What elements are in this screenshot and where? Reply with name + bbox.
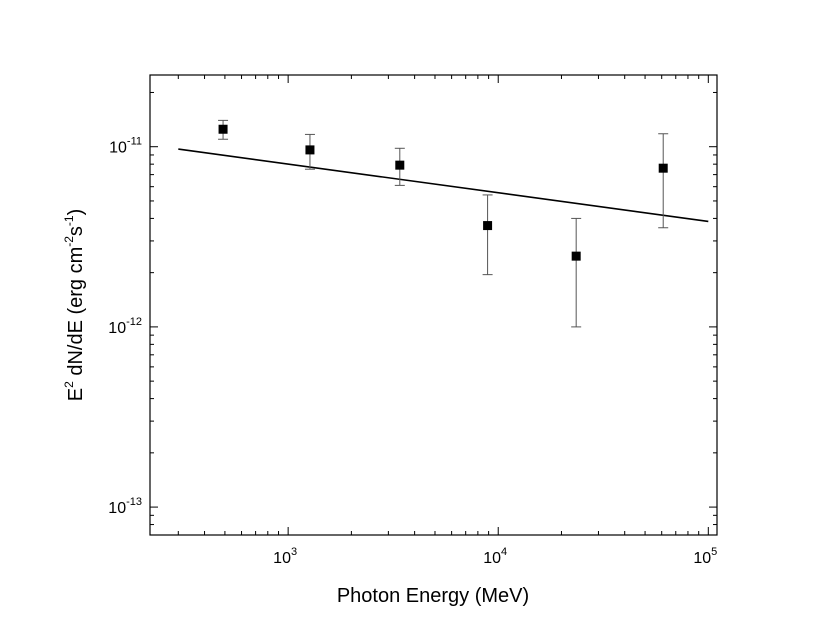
y-tick-label-base: 10 xyxy=(108,320,126,337)
x-tick-label-exp: 4 xyxy=(501,546,507,558)
x-tick-label-exp: 3 xyxy=(291,546,297,558)
x-tick-label-base: 10 xyxy=(693,550,711,567)
x-axis-title: Photon Energy (MeV) xyxy=(337,585,529,607)
y-axis-title-text-a: dN/dE (erg cm xyxy=(65,247,87,381)
data-point xyxy=(305,145,315,155)
y-axis-title-sup-c: -1 xyxy=(62,215,76,226)
x-tick-label-base: 10 xyxy=(483,550,501,567)
y-axis-title-text-b: s xyxy=(65,226,87,236)
y-axis-title-sup-a: 2 xyxy=(62,381,76,388)
x-tick-label-exp: 5 xyxy=(711,546,717,558)
y-axis-title-base: E xyxy=(65,388,87,401)
data-point xyxy=(571,251,581,261)
y-axis-title-text-c: ) xyxy=(65,209,87,216)
y-tick-label-exp: -13 xyxy=(126,496,142,508)
y-axis-title-sup-b: -2 xyxy=(62,236,76,247)
data-point xyxy=(218,124,228,134)
y-tick-label-base: 10 xyxy=(108,500,126,517)
x-tick-label-base: 10 xyxy=(273,550,291,567)
data-points-group xyxy=(218,119,669,328)
x-tick-label: 103 xyxy=(273,546,297,567)
y-tick-label-exp: -11 xyxy=(127,136,142,148)
data-point xyxy=(483,221,493,231)
y-axis-title: E2 dN/dE (erg cm-2s-1) xyxy=(62,209,87,402)
y-tick-label: 10-12 xyxy=(108,316,142,337)
y-tick-label: 10-11 xyxy=(109,136,142,157)
y-tick-label-base: 10 xyxy=(109,140,127,157)
plot-frame xyxy=(149,74,718,536)
y-tick-label-exp: -12 xyxy=(126,316,142,328)
x-tick-label: 104 xyxy=(483,546,507,567)
data-point xyxy=(395,160,405,170)
fit-line-group xyxy=(178,148,709,223)
fit-line xyxy=(178,148,709,223)
data-point xyxy=(658,163,668,173)
axis-ticks xyxy=(150,75,717,536)
y-tick-label: 10-13 xyxy=(108,496,142,517)
x-tick-label: 105 xyxy=(693,546,717,567)
